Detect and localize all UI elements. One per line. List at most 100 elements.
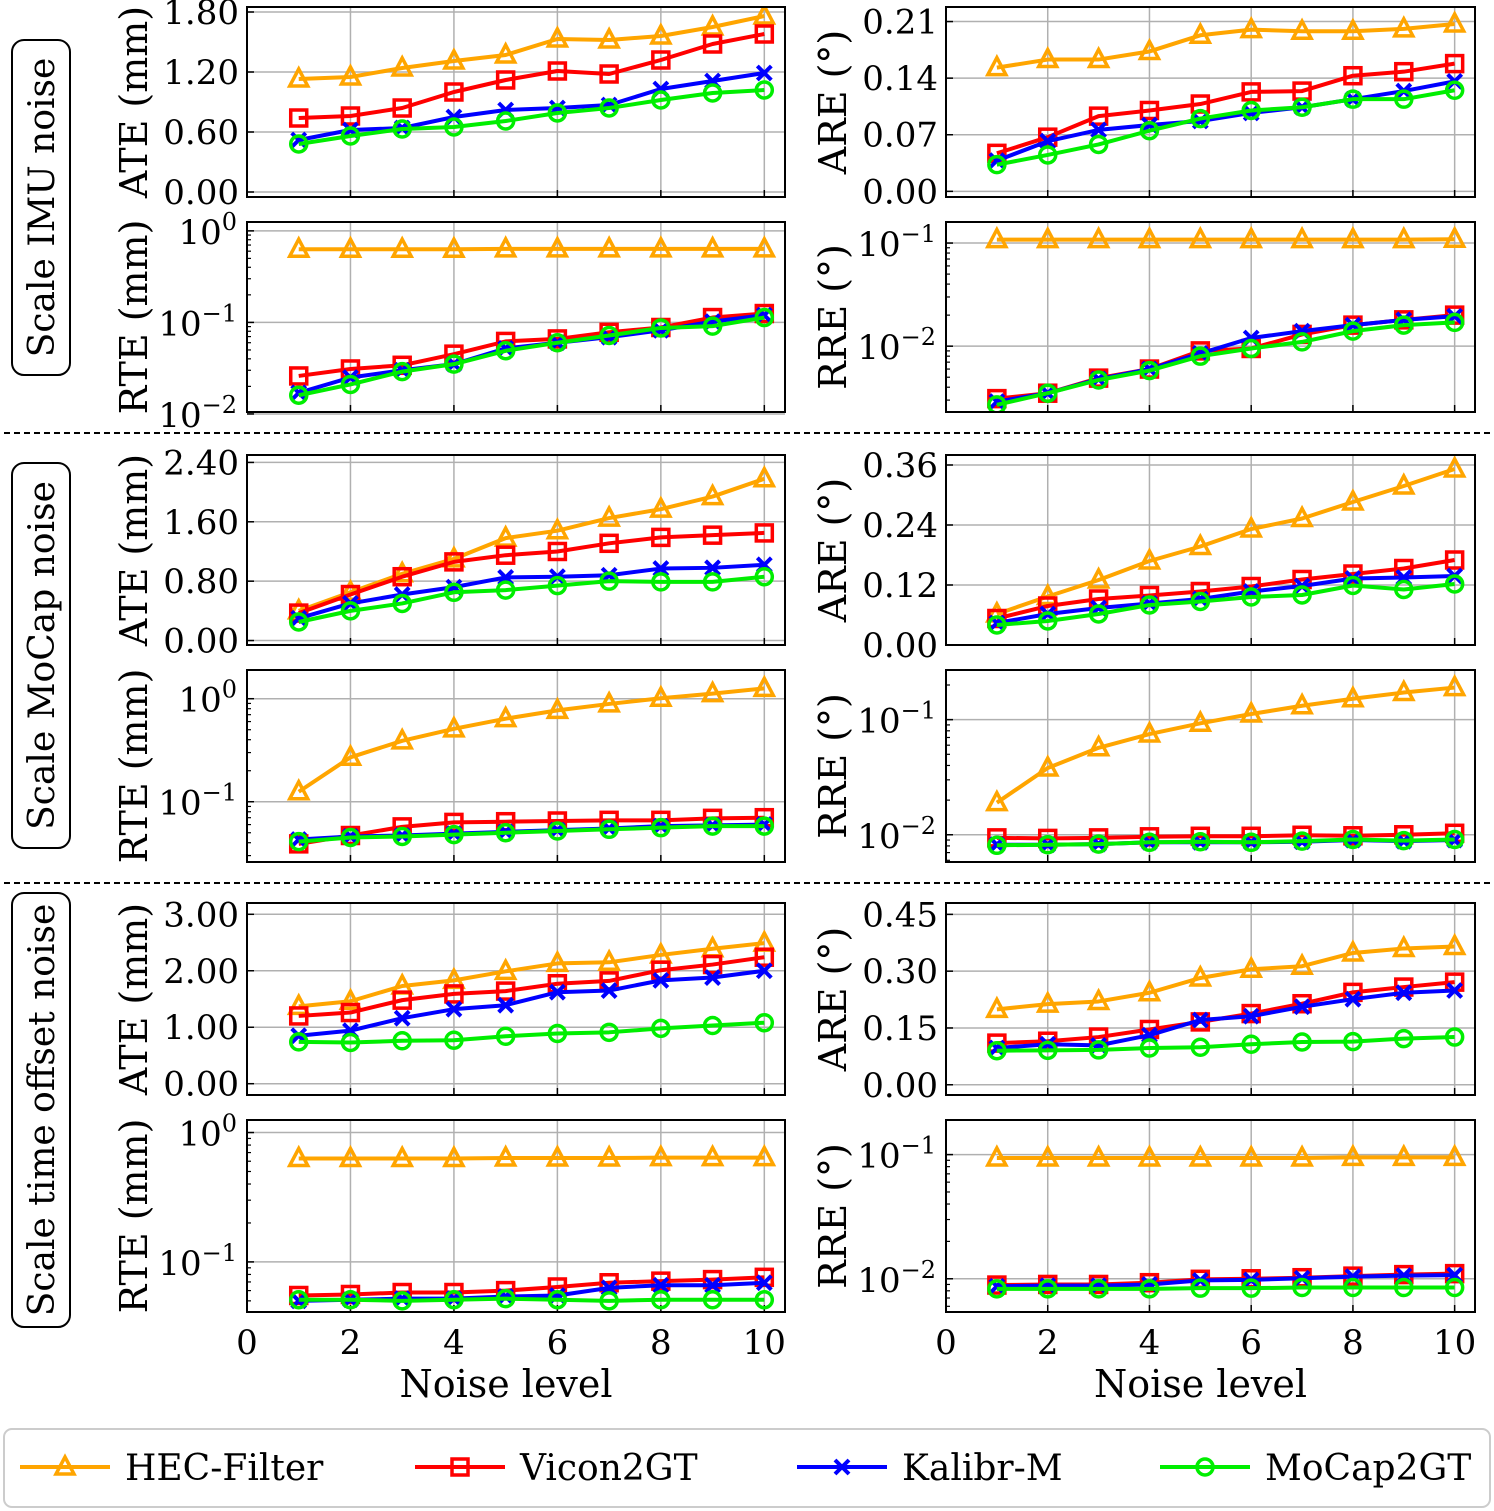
series-mocap2gt [987,1027,1465,1061]
plot-area [286,1143,777,1311]
data-point [1088,370,1109,390]
y-tick-label: 0.00 [163,173,239,213]
series-line [996,1273,1455,1289]
data-point [1037,611,1058,631]
series-line [298,815,765,846]
data-point [547,1289,568,1310]
data-point [545,949,570,973]
y-axis-label: RTE (mm) [112,220,156,415]
data-point [597,235,622,258]
data-point [987,1279,1007,1299]
series-line [298,311,765,378]
data-point [752,7,777,25]
data-point [442,235,466,258]
data-point [1343,89,1363,109]
data-point [1239,700,1264,723]
data-point [702,316,723,336]
data-point [286,235,311,258]
data-point [1188,709,1213,733]
data-point [600,982,618,999]
data-point [1086,45,1111,69]
data-point [1292,1032,1312,1052]
data-point [652,971,670,989]
data-point [1241,1278,1261,1298]
data-point [1137,37,1162,61]
data-point [652,1276,670,1294]
row-label-text: Scale IMU noise [22,58,63,358]
data-point [1039,132,1057,150]
data-point [1086,225,1111,249]
data-point [444,1289,464,1310]
data-point [1394,1028,1414,1049]
series-line [996,1285,1455,1291]
data-point [599,1291,619,1311]
series-mocap2gt [987,312,1465,412]
data-point [984,995,1009,1019]
data-point [702,83,723,103]
data-point [752,1143,777,1167]
y-axis-label: ARE (°) [811,30,855,176]
row-labels: Scale IMU noise Scale MoCap noise Scale ti… [11,39,71,1328]
data-point [392,593,412,614]
data-point [702,1015,723,1036]
row-label-1: Scale IMU noise [11,39,71,376]
series-line [297,686,765,794]
plot-area [286,235,777,406]
data-point [1442,225,1467,248]
axes-frame [246,669,786,863]
data-point [984,788,1009,812]
series-kalibr-m [988,307,1464,411]
data-point [1139,360,1160,381]
row-label-box [11,892,71,1328]
x-tick-label: 6 [1240,1323,1262,1363]
axes-frame [246,902,786,1096]
data-point [597,948,622,972]
data-point [1442,932,1467,956]
y-tick-label: 100 [178,208,237,253]
plot-area [984,10,1467,175]
y-axis-label: RRE (°) [811,693,855,839]
series-line [996,558,1455,621]
legend-label: Vicon2GT [519,1448,698,1489]
series-line [996,320,1455,407]
data-point [340,1032,361,1053]
grid [247,903,785,1095]
y-tick-label: 10−2 [158,391,237,436]
data-point [755,1274,773,1292]
data-point [545,516,570,540]
x-tick-label: 0 [236,1323,258,1363]
data-point [987,615,1007,635]
data-point [700,13,725,36]
data-point [1341,488,1365,511]
data-point [652,560,670,577]
row-separators [4,432,1494,884]
data-point [392,98,412,118]
data-point [1037,145,1058,165]
axes-frame [945,1119,1476,1313]
y-tick-label: 1.00 [163,1008,239,1048]
data-point [547,821,568,841]
legend: HEC-Filter Vicon2GT Kalibr-M MoCap2GT [3,1428,1491,1508]
y-tick-label: 0.15 [862,1009,938,1049]
data-point [390,727,415,750]
data-point [340,374,361,395]
legend-item-mocap2gt: MoCap2GT [1160,1448,1471,1489]
data-point [1037,383,1058,403]
data-point [1391,472,1416,495]
data-point [547,103,568,123]
y-tick-label: 10−1 [158,299,237,344]
data-point [651,1289,671,1310]
data-point [1444,550,1465,570]
data-point [1241,100,1261,121]
data-point [1292,585,1312,605]
data-point [755,64,773,82]
legend-label: HEC-Filter [125,1448,324,1489]
data-point [1139,100,1160,121]
data-point [340,1289,361,1310]
series-mocap2gt [987,1277,1465,1299]
series-mocap2gt [987,80,1465,175]
square-marker-icon [450,1457,470,1477]
